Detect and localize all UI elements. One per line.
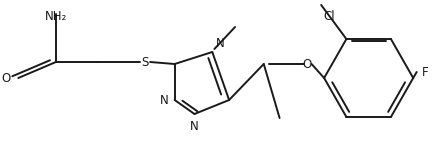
Text: S: S <box>141 55 149 69</box>
Text: NH₂: NH₂ <box>45 10 67 22</box>
Text: O: O <box>1 71 10 85</box>
Text: N: N <box>216 38 224 50</box>
Text: Cl: Cl <box>323 10 335 22</box>
Text: O: O <box>303 57 312 71</box>
Text: N: N <box>190 120 199 133</box>
Text: F: F <box>422 66 429 78</box>
Text: N: N <box>159 93 168 107</box>
